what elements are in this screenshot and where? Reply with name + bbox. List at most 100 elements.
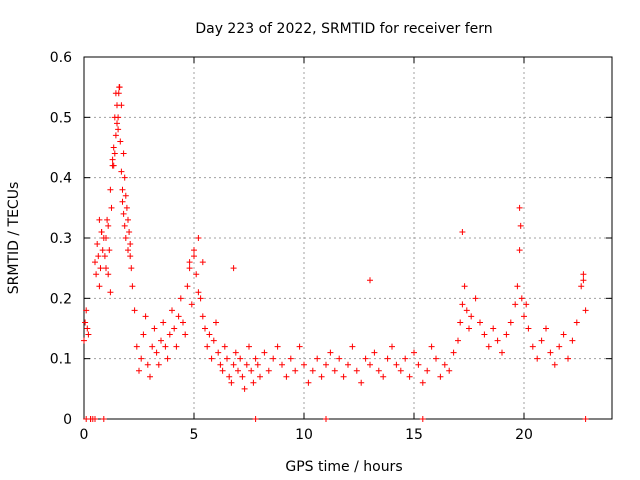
data-point [204, 343, 211, 350]
data-point [97, 265, 104, 272]
data-point [457, 319, 464, 326]
data-point [371, 349, 378, 356]
data-point [230, 361, 237, 368]
data-point [331, 367, 338, 374]
data-point [84, 325, 91, 332]
data-point [112, 132, 119, 139]
data-point [119, 198, 126, 205]
data-point [103, 265, 109, 272]
data-point [481, 331, 488, 338]
data-point [162, 343, 169, 350]
data-point [123, 204, 130, 211]
data-point [99, 247, 106, 254]
data-point [296, 343, 303, 350]
data-point [166, 331, 173, 338]
data-point [208, 355, 215, 362]
data-point [82, 319, 89, 326]
data-point [490, 325, 497, 332]
data-point [110, 162, 117, 169]
data-point [512, 301, 519, 308]
data-point [270, 355, 277, 362]
data-point [340, 373, 347, 380]
x-axis-label: GPS time / hours [285, 459, 402, 475]
data-point [127, 241, 134, 248]
data-point [173, 343, 180, 350]
data-point [153, 349, 160, 356]
data-point [463, 307, 470, 314]
data-point [499, 349, 505, 356]
y-tick-label: 0 [63, 412, 72, 428]
data-point [459, 228, 466, 235]
data-point [309, 367, 316, 374]
data-point [121, 222, 128, 229]
data-point [517, 222, 524, 229]
data-point [565, 355, 571, 362]
data-point [115, 90, 122, 97]
data-point [252, 355, 259, 362]
data-point [169, 307, 175, 314]
data-point [101, 253, 108, 260]
data-point [96, 216, 103, 223]
data-point [158, 337, 164, 344]
data-point [206, 331, 213, 338]
data-point [98, 228, 105, 235]
data-point [243, 361, 250, 368]
y-tick-label: 0.1 [50, 352, 72, 368]
data-point [195, 235, 202, 241]
data-point [358, 379, 365, 386]
data-point [199, 313, 206, 320]
data-point [119, 186, 126, 193]
data-point [543, 325, 549, 332]
data-point [472, 295, 479, 302]
data-point [349, 343, 356, 350]
data-point [551, 361, 558, 368]
data-point [477, 319, 483, 326]
y-tick-label: 0.2 [50, 291, 72, 307]
data-point [117, 138, 124, 145]
data-point [115, 114, 122, 121]
data-point [305, 379, 312, 386]
data-point [129, 283, 136, 290]
data-point [287, 355, 294, 362]
data-point [318, 373, 325, 380]
data-point [402, 355, 409, 362]
data-point [122, 235, 129, 241]
data-point [81, 337, 87, 344]
data-point [573, 319, 580, 326]
data-point [107, 289, 114, 296]
data-point [336, 355, 343, 362]
data-point [213, 319, 219, 326]
data-point [131, 307, 138, 314]
data-point [461, 283, 468, 290]
data-point [182, 331, 189, 338]
data-point [175, 313, 182, 320]
data-point [210, 337, 217, 344]
data-point [556, 343, 563, 350]
data-point [94, 241, 101, 248]
data-point [92, 416, 98, 422]
data-points [81, 84, 589, 422]
data-point [433, 355, 439, 362]
data-point [114, 120, 120, 127]
data-point [314, 355, 321, 362]
data-point [108, 204, 115, 211]
data-point [494, 337, 501, 344]
data-point [160, 319, 167, 326]
data-point [301, 361, 307, 368]
data-point [118, 102, 125, 109]
data-point [367, 361, 373, 368]
data-point [202, 325, 208, 332]
data-point [127, 253, 134, 260]
data-point [380, 373, 387, 380]
data-point [109, 156, 116, 163]
data-point [292, 367, 299, 374]
data-point [582, 307, 589, 314]
data-point [424, 367, 431, 374]
data-point [450, 349, 457, 356]
data-point [199, 259, 206, 266]
y-tick-label: 0.4 [50, 171, 72, 187]
data-point [516, 247, 523, 254]
data-point [105, 271, 112, 278]
data-point [224, 355, 230, 362]
data-point [83, 307, 90, 314]
